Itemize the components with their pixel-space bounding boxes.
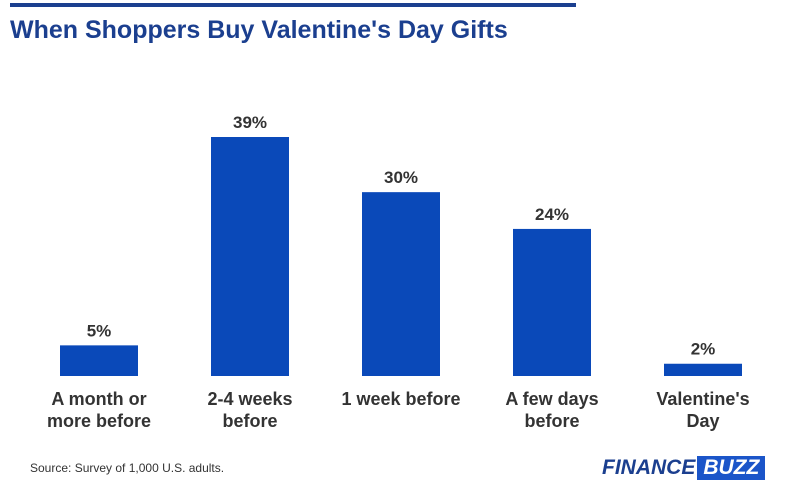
x-tick-label: Valentine's Day <box>656 389 750 431</box>
top-rule <box>10 3 576 7</box>
x-tick-label: A month or more before <box>46 389 152 431</box>
logo-right: BUZZ <box>697 456 766 480</box>
source-note: Source: Survey of 1,000 U.S. adults. <box>30 461 225 475</box>
value-label: 39% <box>233 113 267 132</box>
logo: FINANCE BUZZ <box>602 456 766 480</box>
value-label: 24% <box>535 205 569 224</box>
x-tick-label: 1 week before <box>341 389 461 409</box>
bar <box>211 137 289 376</box>
bar <box>664 363 742 376</box>
x-tick-label: 2-4 weeks before <box>207 389 293 431</box>
bar <box>513 228 591 376</box>
value-label: 5% <box>87 321 112 340</box>
value-label: 30% <box>384 168 418 187</box>
x-tick-label: A few days before <box>505 389 599 431</box>
value-label: 2% <box>691 340 716 359</box>
logo-left: FINANCE <box>602 456 696 479</box>
bar <box>362 192 440 376</box>
chart-title: When Shoppers Buy Valentine's Day Gifts <box>10 16 508 44</box>
bar <box>60 345 138 376</box>
